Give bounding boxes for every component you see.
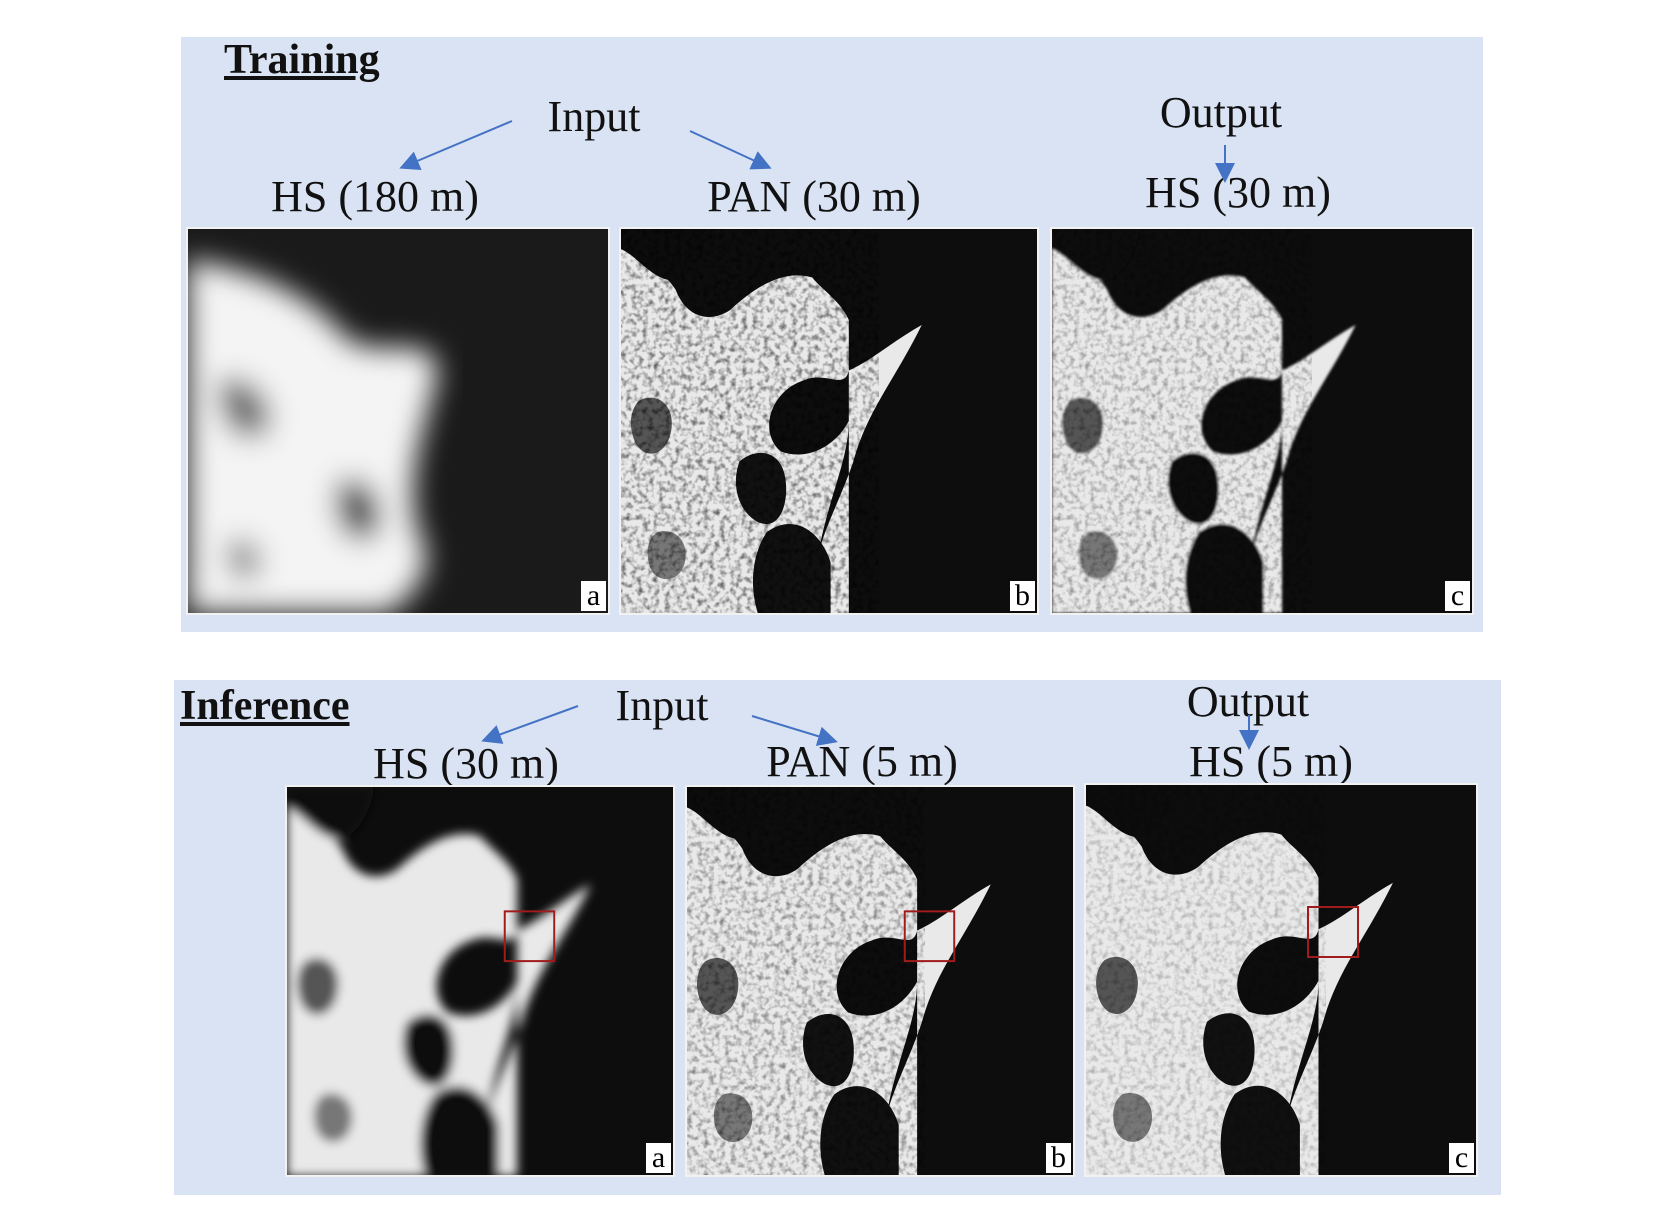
training-label-b: PAN (30 m) — [707, 172, 921, 221]
training-label-a: HS (180 m) — [271, 172, 479, 221]
training-tag-b: b — [1010, 581, 1035, 611]
training-tag-c: c — [1445, 581, 1470, 611]
training-title: Training — [224, 37, 380, 83]
training-image-a: a — [186, 227, 610, 615]
inference-tag-a: a — [646, 1143, 671, 1173]
training-panel: Training Input Output HS (180 m) PAN (30… — [181, 37, 1483, 632]
training-image-b: b — [619, 227, 1039, 615]
training-tag-a: a — [581, 581, 606, 611]
inference-tag-c: c — [1449, 1143, 1474, 1173]
inference-image-c: c — [1084, 783, 1478, 1177]
training-label-c: HS (30 m) — [1145, 168, 1331, 217]
inference-tag-b: b — [1046, 1143, 1071, 1173]
training-input-label: Input — [547, 92, 641, 141]
inference-image-b: b — [685, 785, 1075, 1177]
inference-output-label: Output — [1186, 677, 1310, 726]
inference-title: Inference — [180, 683, 350, 729]
inference-label-a: HS (30 m) — [373, 739, 559, 788]
inference-image-a: a — [285, 785, 675, 1177]
inference-highlight-box-a — [503, 910, 556, 963]
training-image-c: c — [1050, 227, 1474, 615]
inference-highlight-box-c — [1307, 906, 1359, 958]
inference-input-label: Input — [615, 681, 709, 730]
inference-panel: Inference Input Output HS (30 m) PAN (5 … — [174, 680, 1501, 1195]
inference-label-c: HS (5 m) — [1189, 737, 1353, 786]
inference-label-b: PAN (5 m) — [766, 737, 958, 786]
training-output-label: Output — [1159, 88, 1283, 137]
inference-highlight-box-b — [903, 910, 956, 963]
